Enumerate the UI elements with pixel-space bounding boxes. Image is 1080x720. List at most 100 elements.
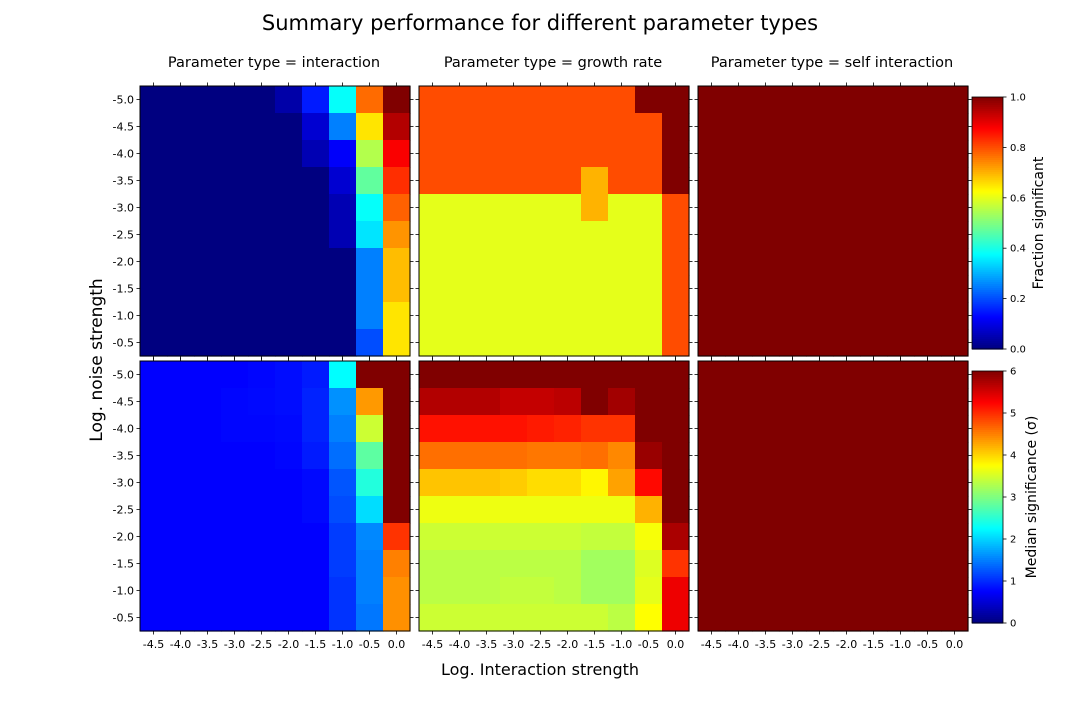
heatmap-cell	[500, 496, 528, 524]
heatmap-cell	[887, 577, 915, 605]
heatmap-cell	[329, 140, 357, 168]
colorbar-segment	[972, 264, 1003, 267]
heatmap-cell	[527, 496, 555, 524]
x-tick-label: -4.0	[728, 638, 749, 651]
colorbar-segment	[972, 260, 1003, 263]
colorbar-segment	[972, 579, 1003, 583]
heatmap-cell	[329, 361, 357, 389]
heatmap-cell	[167, 442, 195, 470]
heatmap-cell	[887, 415, 915, 443]
heatmap-cell	[554, 221, 582, 249]
colorbar-segment	[972, 221, 1003, 224]
heatmap-cell	[248, 442, 276, 470]
heatmap-cell	[833, 221, 861, 249]
colorbar-segment	[972, 248, 1003, 252]
heatmap-cell	[635, 221, 663, 249]
colorbar-tick-label: 0.0	[1010, 345, 1026, 356]
heatmap-cell	[275, 329, 303, 357]
heatmap-cell	[833, 577, 861, 605]
heatmap-cell	[662, 523, 690, 551]
colorbar-segment	[972, 426, 1003, 429]
colorbar-tick-label: 6	[1010, 367, 1016, 378]
heatmap-cell	[419, 221, 447, 249]
heatmap-cell	[752, 275, 780, 303]
colorbar-segment	[972, 112, 1003, 116]
heatmap-cell	[140, 221, 168, 249]
heatmap-cell	[698, 496, 726, 524]
heatmap-cell	[446, 388, 474, 416]
heatmap-cell	[635, 604, 663, 632]
heatmap-cell	[833, 275, 861, 303]
heatmap-cell	[662, 496, 690, 524]
colorbar-segment	[972, 603, 1003, 606]
y-tick-label: -4.0	[113, 148, 134, 161]
heatmap-cell	[635, 86, 663, 114]
heatmap-cell	[419, 275, 447, 303]
heatmap-cell	[248, 415, 276, 443]
heatmap-cell	[473, 442, 501, 470]
heatmap-cell	[140, 577, 168, 605]
colorbar-segment	[972, 502, 1003, 506]
colorbar-segment	[972, 179, 1003, 183]
colorbar-segment	[972, 445, 1003, 449]
colorbar-segment	[972, 161, 1003, 165]
heatmap-cell	[833, 194, 861, 222]
heatmap-cell	[554, 415, 582, 443]
heatmap-cell	[779, 550, 807, 578]
heatmap-cell	[383, 361, 411, 389]
heatmap-cell	[329, 604, 357, 632]
heatmap-cell	[302, 140, 330, 168]
heatmap-cell	[419, 140, 447, 168]
heatmap-cell	[752, 523, 780, 551]
heatmap-cell	[248, 248, 276, 276]
heatmap-cell	[248, 329, 276, 357]
colorbar-segment	[972, 167, 1003, 171]
heatmap-cell	[194, 302, 222, 330]
heatmap-cell	[662, 361, 690, 389]
heatmap-cell	[833, 248, 861, 276]
colorbar-segment	[972, 195, 1003, 199]
heatmap-cell	[527, 167, 555, 195]
colorbar-segment	[972, 219, 1003, 222]
heatmap-cell	[608, 221, 636, 249]
colorbar-segment	[972, 563, 1003, 567]
heatmap-cell	[194, 275, 222, 303]
heatmap-cell	[779, 140, 807, 168]
heatmap-cell	[140, 604, 168, 632]
heatmap-cell	[941, 302, 969, 330]
heatmap-cell	[356, 248, 384, 276]
heatmap-cell	[527, 442, 555, 470]
heatmap-cell	[698, 275, 726, 303]
heatmap-cell	[140, 86, 168, 114]
heatmap-cell	[194, 221, 222, 249]
colorbar-segment	[972, 100, 1003, 104]
colorbar-segment	[972, 512, 1003, 516]
heatmap-cell	[941, 248, 969, 276]
colorbar-segment	[972, 232, 1003, 236]
heatmap-cell	[302, 469, 330, 497]
heatmap-cell	[275, 415, 303, 443]
heatmap-cell	[554, 248, 582, 276]
heatmap-cell	[698, 221, 726, 249]
heatmap-cell	[833, 113, 861, 141]
heatmap-cell	[752, 86, 780, 114]
heatmap-cell	[221, 167, 249, 195]
heatmap-cell	[221, 388, 249, 416]
heatmap-cell	[356, 442, 384, 470]
heatmap-cell	[941, 140, 969, 168]
heatmap-cell	[140, 329, 168, 357]
heatmap-cell	[581, 415, 609, 443]
heatmap-cell	[329, 221, 357, 249]
x-tick-label: -4.0	[449, 638, 470, 651]
heatmap-cell	[419, 496, 447, 524]
heatmap-cell	[608, 248, 636, 276]
heatmap-cell	[554, 86, 582, 114]
heatmap-cell	[608, 275, 636, 303]
heatmap-cell	[194, 167, 222, 195]
heatmap-cell	[662, 113, 690, 141]
y-tick-label: -4.5	[113, 121, 134, 134]
heatmap-cell	[887, 86, 915, 114]
heatmap-cell	[941, 388, 969, 416]
colorbar-segment	[972, 495, 1003, 498]
heatmap-cell	[383, 469, 411, 497]
